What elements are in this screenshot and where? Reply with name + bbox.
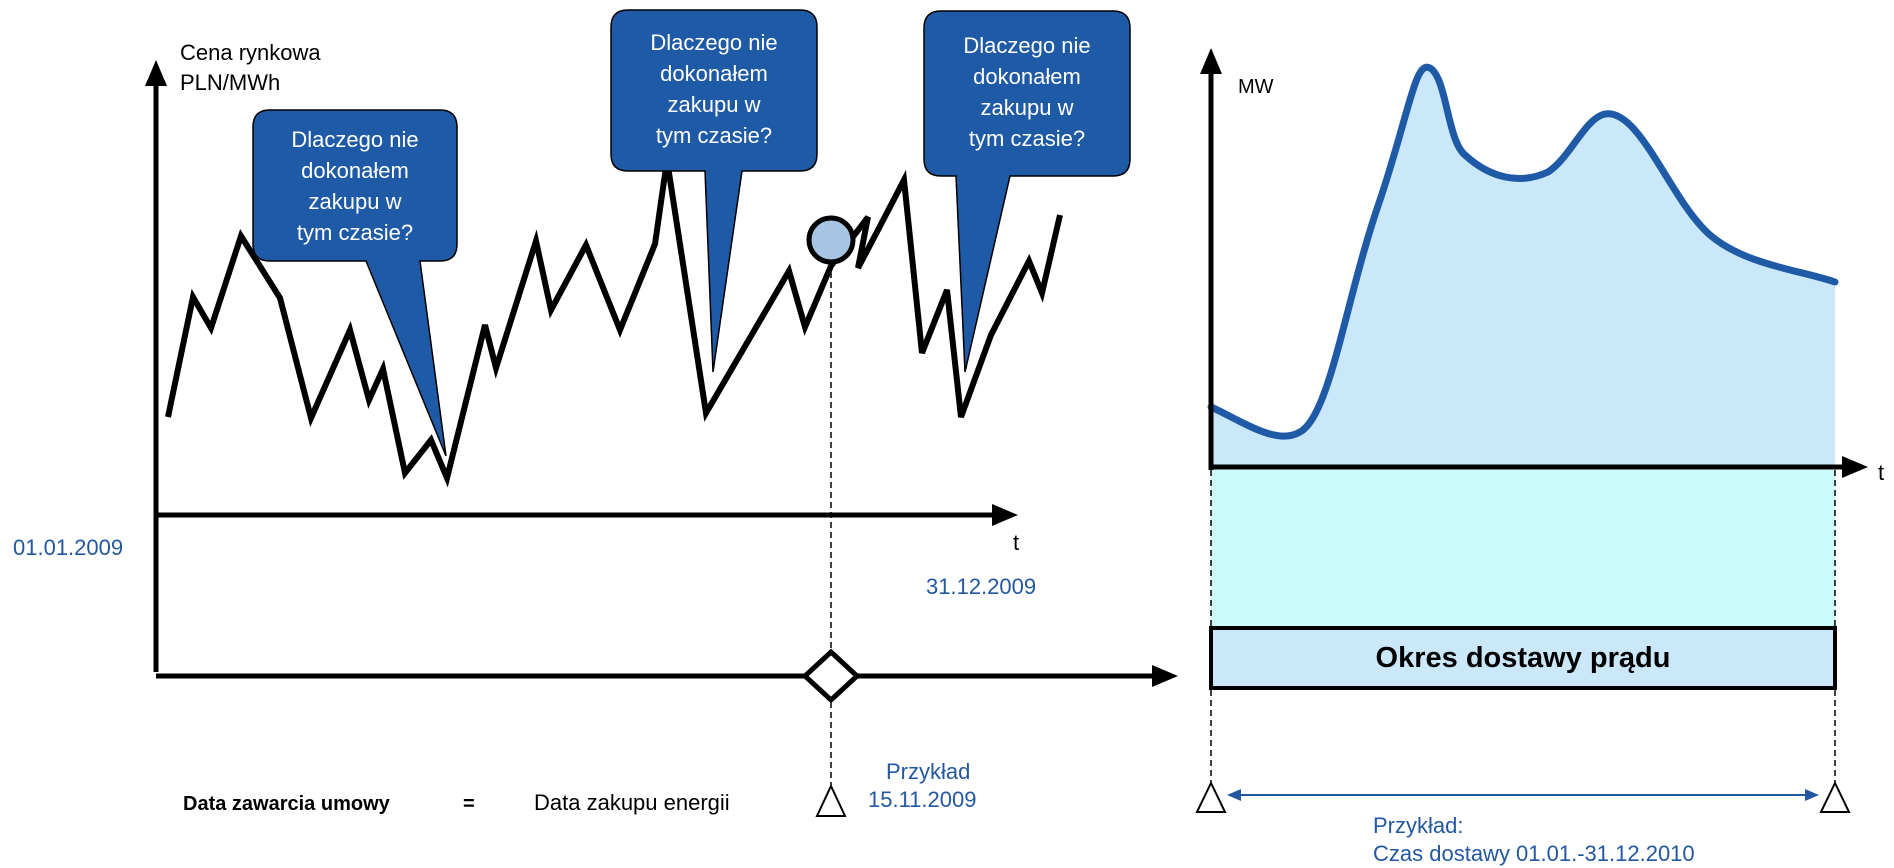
bubble-1-line4: tym czasie? [296,220,414,245]
left-x-axis-label: t [1013,530,1020,555]
purchase-example-label: Przykład 15.11.2009 [868,758,976,814]
purchase-example-title: Przykład [886,759,971,784]
bubble-3-shape [923,10,1131,373]
left-x-axis-arrowhead [992,504,1018,526]
load-curve [1207,63,1839,440]
bubble-2-line1: Dlaczego nie [650,30,778,55]
delivery-period-fill [1211,470,1835,628]
bubble-1-line2: dokonałem [301,158,409,183]
right-x-axis-arrowhead [1842,456,1868,478]
bubble-1-line3: zakupu w [308,189,402,214]
bubble-3-line3: zakupu w [980,95,1074,120]
bubble-3-text: Dlaczego nie dokonałem zakupu w tym czas… [924,30,1130,154]
right-y-axis-label: MW [1238,76,1274,98]
delivery-example-label: Przykład: Czas dostawy 01.01.-31.12.2010 [1373,812,1695,868]
bubble-2-shape [610,9,818,373]
start-date-label: 01.01.2009 [13,535,124,560]
left-y-axis-label-line2: PLN/MWh [180,70,281,95]
bubble-2-text: Dlaczego nie dokonałem zakupu w tym czas… [611,27,817,151]
bubble-2-line4: tym czasie? [655,123,773,148]
delivery-end-triangle [1819,780,1851,813]
left-y-axis-arrowhead [145,60,167,86]
purchase-point-marker [806,215,856,265]
delivery-period-label: Okres dostawy prądu [1375,642,1671,674]
delivery-example-value: Czas dostawy 01.01.-31.12.2010 [1373,841,1695,866]
end-date-label: 31.12.2009 [926,574,1037,599]
price-line [165,159,1063,488]
purchase-example-date: 15.11.2009 [868,787,977,812]
delivery-start-triangle [1195,780,1227,813]
bubble-1-text: Dlaczego nie dokonałem zakupu w tym czas… [253,124,457,248]
left-y-axis-label-line1: Cena rynkowa [180,40,321,65]
delivery-period-box [1209,626,1837,690]
right-x-axis-label: t [1878,460,1885,485]
bubble-3-line4: tym czasie? [968,126,1086,151]
timeline-arrowhead [1152,665,1178,687]
bubble-2-line3: zakupu w [667,92,761,117]
bubble-1-line1: Dlaczego nie [291,127,419,152]
bubble-2-line2: dokonałem [660,61,768,86]
load-area-fill [1211,67,1835,467]
bubble-1-shape [252,109,458,457]
contract-diamond-marker [801,648,861,704]
left-y-axis-label: Cena rynkowa PLN/MWh [180,38,321,98]
bubble-3-line2: dokonałem [973,64,1081,89]
delivery-example-title: Przykład: [1373,813,1464,838]
bubble-3-line1: Dlaczego nie [963,33,1091,58]
contract-date-label: Data zawarcia umowy [183,793,390,815]
equals-sign: = [463,793,475,815]
right-y-axis-arrowhead [1200,48,1222,74]
purchase-date-triangle [815,783,847,817]
purchase-date-label: Data zakupu energii [534,790,730,815]
